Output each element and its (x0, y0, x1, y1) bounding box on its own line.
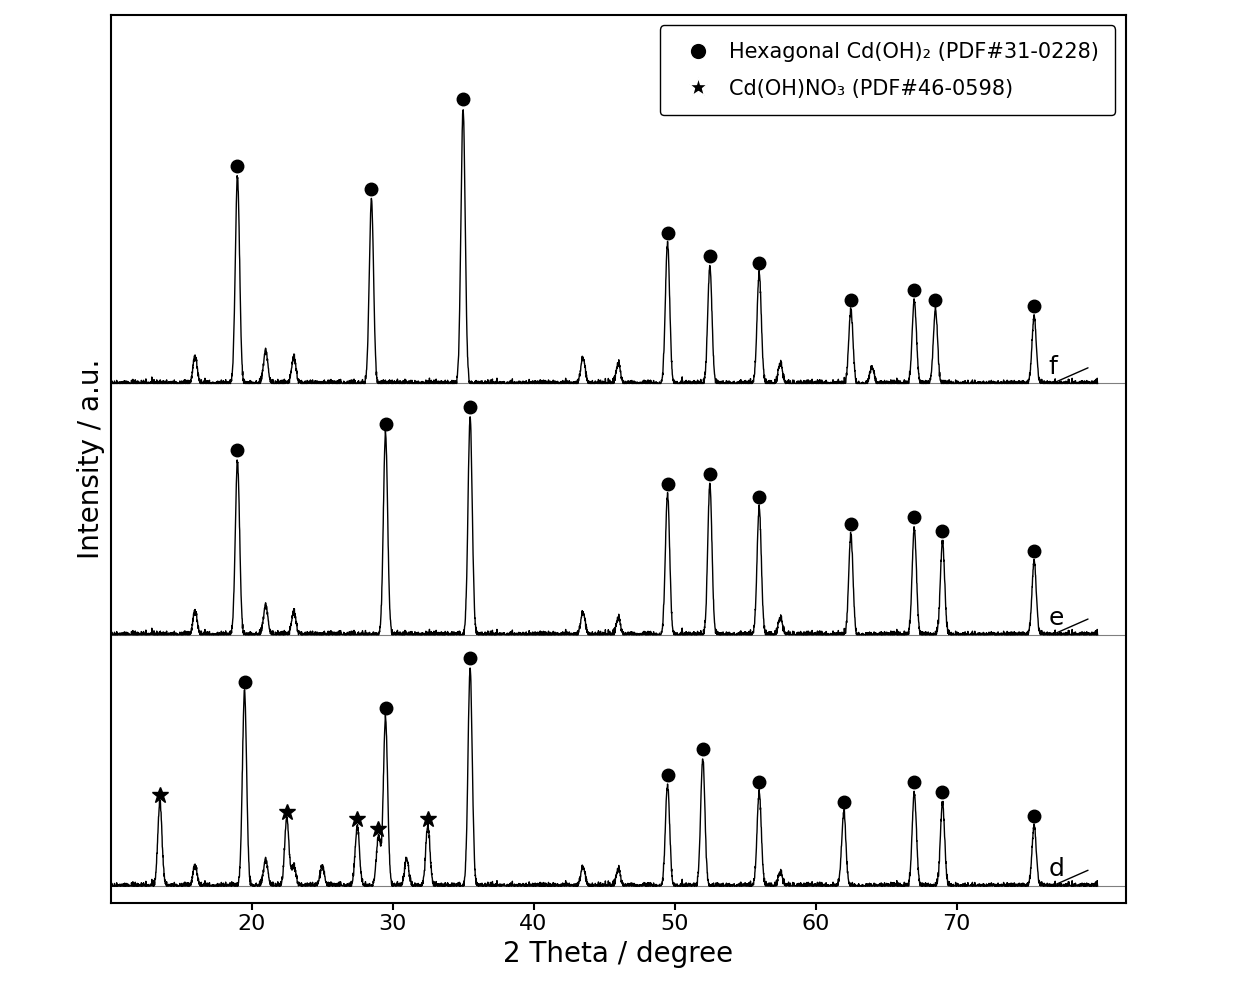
Text: f: f (1048, 355, 1058, 378)
Legend: Hexagonal Cd(OH)₂ (PDF#31-0228), Cd(OH)NO₃ (PDF#46-0598): Hexagonal Cd(OH)₂ (PDF#31-0228), Cd(OH)N… (660, 26, 1116, 115)
Text: e: e (1048, 606, 1064, 630)
Text: d: d (1048, 857, 1064, 881)
Y-axis label: Intensity / a.u.: Intensity / a.u. (77, 359, 105, 559)
X-axis label: 2 Theta / degree: 2 Theta / degree (503, 940, 733, 968)
